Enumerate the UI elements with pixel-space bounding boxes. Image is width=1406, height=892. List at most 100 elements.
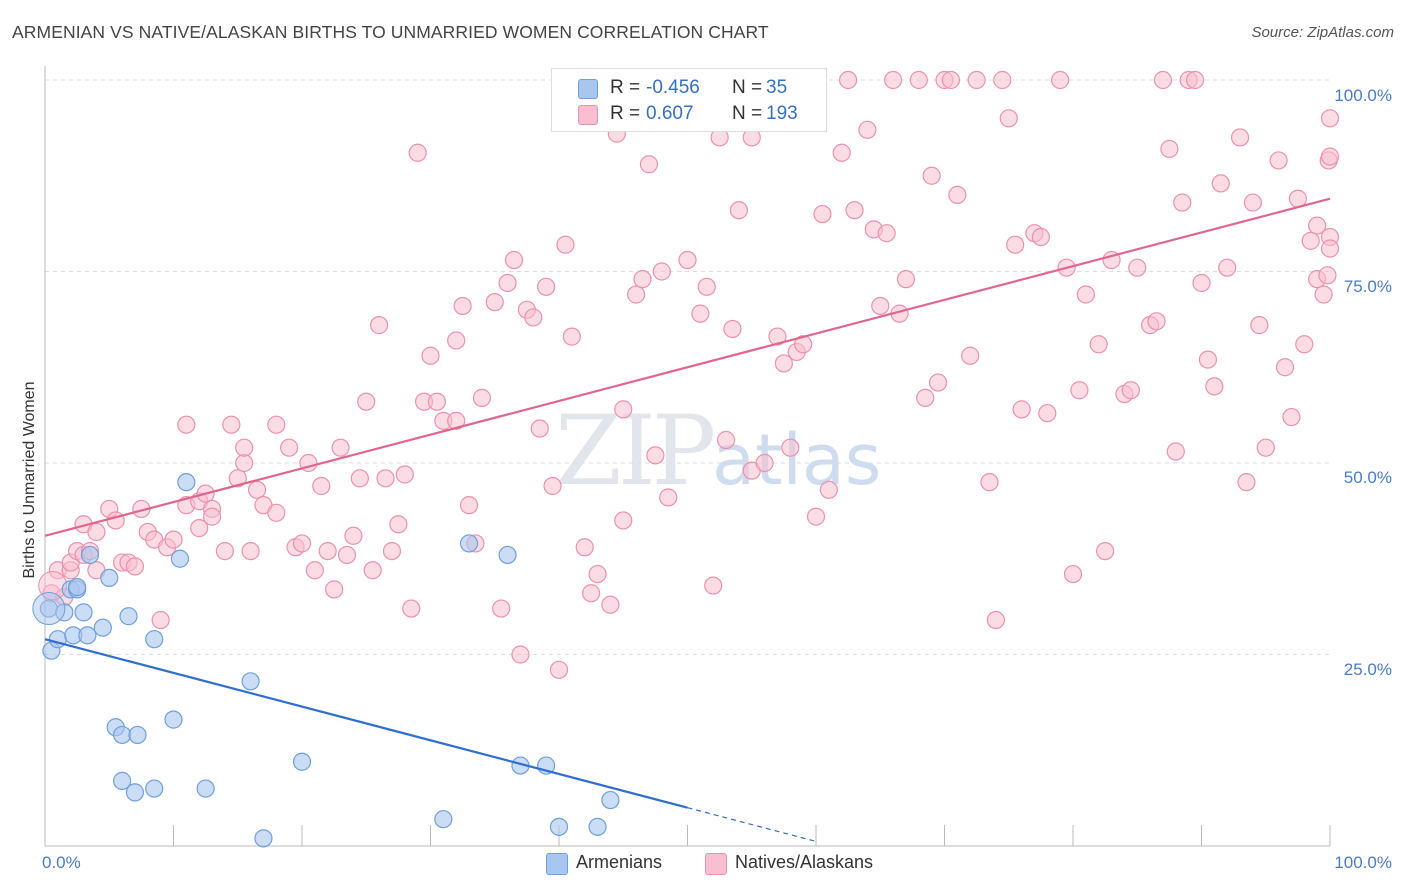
native-point	[729, 201, 749, 220]
native-point	[813, 204, 832, 224]
native-point	[447, 331, 466, 350]
native-point	[1051, 70, 1070, 90]
native-point	[202, 507, 222, 526]
native-point	[1314, 285, 1333, 304]
native-point	[1320, 109, 1340, 128]
native-point	[1320, 147, 1340, 166]
native-point	[1318, 266, 1337, 285]
native-point	[1256, 438, 1275, 457]
native-point	[125, 557, 145, 576]
armenian-point	[112, 725, 132, 745]
native-point	[1173, 193, 1192, 212]
watermark: ZIPatlas	[555, 395, 881, 507]
armenian-legend-label: Armenians	[576, 852, 663, 872]
native-point	[1166, 442, 1185, 461]
y-tick-75: 75.0%	[1343, 277, 1392, 296]
native-point	[106, 511, 125, 530]
native-point	[1211, 174, 1230, 193]
native-point	[235, 438, 254, 457]
native-point	[928, 373, 948, 392]
native-point	[1076, 285, 1095, 304]
native-point	[986, 610, 1006, 630]
native-point	[582, 584, 601, 603]
source-label: Source: ZipAtlas.com	[1251, 24, 1394, 41]
native-point	[1308, 216, 1327, 235]
native-point	[967, 70, 986, 90]
native-point	[697, 277, 716, 296]
armenian-point	[177, 473, 196, 492]
native-point	[280, 438, 299, 457]
native-point	[1012, 400, 1031, 419]
native-point	[305, 561, 324, 580]
native-point	[774, 354, 793, 373]
armenian-point	[112, 771, 132, 790]
armenian-r-value: -0.456	[646, 77, 700, 98]
native-point	[1160, 139, 1179, 159]
armenian-points	[32, 473, 620, 848]
native-point	[1301, 231, 1320, 250]
native-point	[350, 469, 369, 488]
y-axis-label: Births to Unmarried Women	[21, 381, 38, 579]
native-point	[768, 327, 787, 346]
legend-row-natives: R = 0.607 N = 193	[552, 101, 826, 127]
native-point	[357, 392, 376, 411]
native-legend-swatch	[705, 853, 727, 875]
native-point	[1230, 128, 1250, 147]
native-point	[909, 70, 928, 90]
legend-r-label: R =	[610, 77, 641, 98]
legend-n-label: N =	[732, 77, 763, 98]
native-point	[794, 335, 813, 354]
native-point	[376, 469, 395, 488]
armenian-point	[78, 626, 97, 645]
native-point	[858, 120, 877, 139]
native-point	[575, 538, 594, 557]
native-point	[704, 576, 723, 595]
native-point	[961, 346, 980, 365]
native-point	[678, 250, 697, 270]
native-point	[626, 285, 646, 304]
native-swatch	[578, 105, 598, 125]
native-point	[652, 262, 671, 281]
native-point	[447, 411, 466, 430]
native-point	[781, 438, 800, 457]
native-point	[1275, 358, 1295, 377]
armenian-swatch	[578, 79, 598, 99]
native-point	[601, 595, 620, 614]
native-point	[556, 235, 575, 254]
native-point	[614, 511, 633, 530]
armenian-point-large	[32, 592, 66, 626]
native-point	[916, 388, 935, 407]
armenian-point	[93, 618, 112, 637]
x-tick-0: 0.0%	[42, 853, 81, 872]
native-point	[511, 645, 530, 664]
armenian-point	[164, 710, 183, 729]
native-point	[292, 534, 312, 553]
native-point	[1250, 316, 1269, 335]
native-point	[395, 465, 414, 484]
native-point	[190, 519, 209, 538]
native-point	[492, 599, 511, 618]
native-point	[337, 545, 357, 565]
native-point	[588, 564, 607, 584]
armenian-point	[145, 630, 164, 649]
native-point	[453, 296, 472, 316]
y-tick-50: 50.0%	[1343, 468, 1392, 487]
native-point	[267, 503, 286, 522]
watermark-zip: ZIP	[555, 395, 716, 507]
armenian-point	[459, 534, 479, 553]
y-tick-25: 25.0%	[1343, 660, 1392, 679]
native-point	[871, 296, 890, 316]
native-point	[1205, 377, 1224, 396]
stats-legend: R = -0.456 N = 35 R = 0.607 N = 193	[551, 68, 827, 132]
armenian-point	[74, 603, 93, 622]
native-point	[755, 453, 774, 473]
native-point	[614, 400, 633, 419]
native-point	[941, 70, 961, 90]
native-point	[267, 415, 286, 434]
native-point	[543, 476, 562, 496]
native-point	[999, 109, 1018, 128]
native-point	[504, 250, 524, 270]
native-point	[922, 166, 941, 185]
native-point	[1096, 541, 1115, 561]
